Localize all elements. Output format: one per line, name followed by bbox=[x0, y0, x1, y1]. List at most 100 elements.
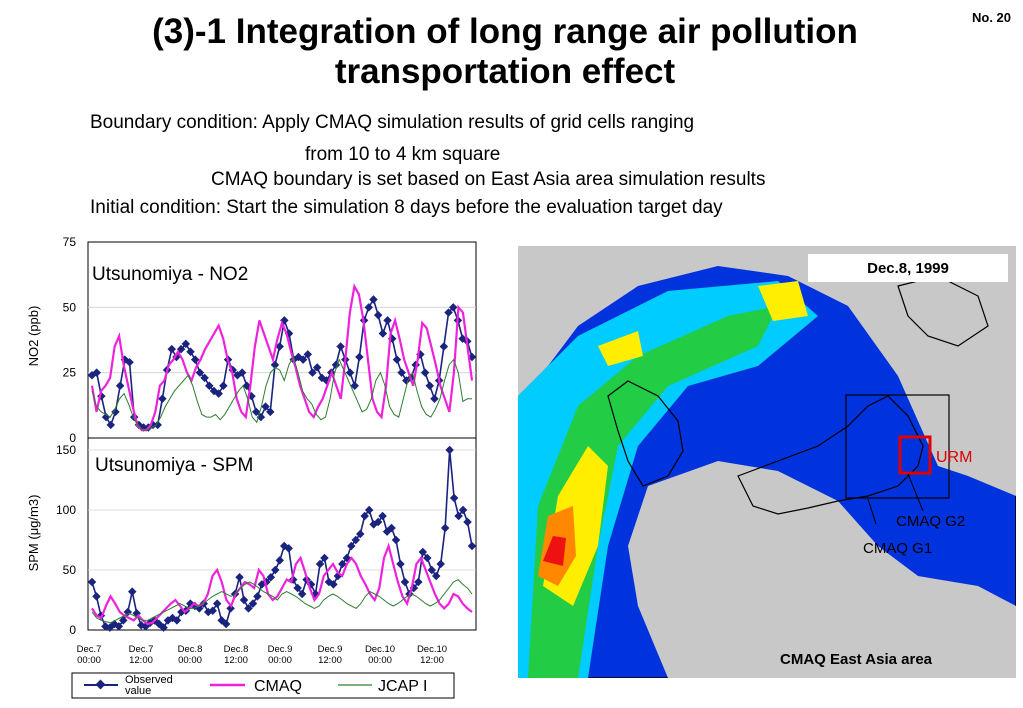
spm-x-tick-label: Dec.7 bbox=[129, 644, 154, 655]
spm-plot-frame bbox=[87, 437, 477, 631]
legend-jcap-label: JCAP I bbox=[378, 678, 428, 695]
spm-x-tick-label: Dec.7 bbox=[77, 644, 102, 655]
spm-observed-point bbox=[418, 547, 428, 557]
no2-observed-point bbox=[153, 420, 162, 430]
no2-y-tick-label: 75 bbox=[63, 235, 77, 249]
spm-observed-point bbox=[360, 511, 369, 521]
spm-observed-point bbox=[92, 592, 101, 601]
spm-observed-point bbox=[159, 623, 168, 632]
spm-observed-point bbox=[378, 511, 387, 521]
no2-observed-point bbox=[369, 295, 378, 304]
spm-observed-point bbox=[458, 505, 468, 515]
spm-x-tick-label: 12:00 bbox=[224, 655, 248, 666]
spm-x-tick-label: 00:00 bbox=[268, 655, 292, 666]
spm-observed-point bbox=[387, 523, 396, 533]
urm-label: URM bbox=[936, 449, 972, 466]
spm-observed-point bbox=[275, 556, 285, 565]
spm-observed-point bbox=[463, 517, 472, 527]
spm-observed-point bbox=[271, 565, 280, 575]
spm-y-axis-label: SPM (μg/m3) bbox=[26, 495, 41, 572]
cmaq-concentration-map: Dec.8, 1999 URM CMAQ G2 CMAQ G1 CMAQ Eas… bbox=[518, 246, 1016, 678]
no2-observed-point bbox=[200, 373, 209, 383]
plume-red bbox=[543, 536, 566, 566]
spm-observed-point bbox=[127, 587, 137, 596]
spm-series-line bbox=[91, 542, 473, 626]
plume-green bbox=[528, 306, 778, 678]
no2-observed-point bbox=[101, 412, 111, 422]
spm-x-tick-label: Dec.8 bbox=[224, 644, 249, 655]
map-pollution-plumes bbox=[518, 281, 818, 678]
cmaq-g2-label: CMAQ G2 bbox=[896, 513, 965, 530]
spm-observed-point bbox=[315, 559, 325, 569]
map-date-label: Dec.8, 1999 bbox=[867, 260, 949, 277]
no2-observed-point bbox=[214, 389, 223, 398]
no2-observed-point bbox=[336, 342, 345, 351]
spm-observed-point bbox=[396, 559, 405, 569]
spm-observed-point bbox=[244, 604, 253, 613]
no2-observed-point bbox=[308, 368, 317, 377]
no2-observed-point bbox=[167, 344, 176, 354]
no2-observed-point bbox=[364, 303, 374, 312]
map-land-areas bbox=[518, 246, 1016, 678]
no2-observed-point bbox=[345, 368, 355, 377]
spm-observed-point bbox=[119, 616, 128, 625]
legend-observed-label-1: Observed bbox=[125, 674, 173, 686]
no2-observed-point bbox=[219, 381, 228, 390]
map-area-label: CMAQ East Asia area bbox=[780, 651, 933, 668]
no2-observed-point bbox=[303, 350, 313, 359]
spm-observed-point bbox=[212, 599, 222, 608]
boundary-condition-line: Boundary condition: Apply CMAQ simulatio… bbox=[90, 112, 695, 133]
no2-y-tick-label: 0 bbox=[69, 431, 76, 445]
spm-x-tick-label: Dec.9 bbox=[268, 644, 293, 655]
spm-observed-point bbox=[423, 553, 432, 563]
spm-observed-point bbox=[248, 599, 258, 608]
title-line-2: transportation effect bbox=[334, 52, 676, 91]
no2-observed-point bbox=[397, 368, 406, 377]
spm-observed-point bbox=[427, 565, 437, 575]
no2-observed-point bbox=[115, 381, 125, 390]
map-land-south bbox=[628, 461, 1016, 678]
cmaq-g2-pointer bbox=[907, 473, 924, 512]
spm-observed-point bbox=[114, 622, 124, 631]
no2-plot-frame bbox=[87, 241, 477, 439]
no2-observed-point bbox=[425, 381, 435, 390]
no2-observed-point bbox=[111, 407, 120, 417]
spm-observed-point bbox=[449, 493, 459, 503]
no2-observed-point bbox=[444, 308, 453, 317]
spm-observed-point bbox=[320, 553, 329, 563]
no2-observed-point bbox=[181, 339, 191, 349]
no2-observed-point bbox=[190, 355, 200, 364]
no2-observed-point bbox=[106, 420, 116, 430]
spm-observed-point bbox=[347, 541, 356, 551]
spm-observed-point bbox=[351, 535, 361, 545]
spm-y-tick-label: 100 bbox=[56, 503, 76, 517]
spm-observed-point bbox=[355, 529, 365, 539]
spm-x-tick-label: 00:00 bbox=[178, 655, 202, 666]
spm-observed-point bbox=[253, 592, 262, 601]
no2-series-line bbox=[91, 355, 472, 431]
no2-observed-point bbox=[261, 402, 270, 411]
no2-observed-point bbox=[270, 360, 280, 370]
spm-observed-point bbox=[172, 616, 182, 625]
no2-y-tick-label: 25 bbox=[63, 366, 77, 380]
spm-x-tick-label: 12:00 bbox=[129, 655, 153, 666]
no2-observed-point bbox=[158, 394, 167, 404]
no2-observed-point bbox=[125, 357, 134, 367]
no2-observed-point bbox=[92, 368, 101, 377]
spm-observed-point bbox=[329, 580, 338, 589]
no2-observed-point bbox=[205, 381, 214, 390]
spm-observed-point bbox=[400, 577, 410, 587]
spm-observed-point bbox=[414, 577, 423, 587]
plume-yellow-north bbox=[758, 281, 808, 321]
spm-observed-point bbox=[391, 535, 401, 545]
spm-observed-point bbox=[226, 604, 235, 613]
legend-box bbox=[71, 672, 455, 699]
cmaq-g1-label: CMAQ G1 bbox=[863, 540, 932, 557]
legend-observed-marker bbox=[95, 679, 106, 690]
no2-observed-point bbox=[420, 368, 430, 377]
spm-observed-point bbox=[440, 523, 450, 533]
boundary-condition-continuation: from 10 to 4 km square bbox=[305, 144, 501, 165]
spm-x-tick-label: 00:00 bbox=[368, 655, 392, 666]
map-date-banner bbox=[808, 254, 1008, 282]
spm-x-tick-label: Dec.9 bbox=[318, 644, 343, 655]
